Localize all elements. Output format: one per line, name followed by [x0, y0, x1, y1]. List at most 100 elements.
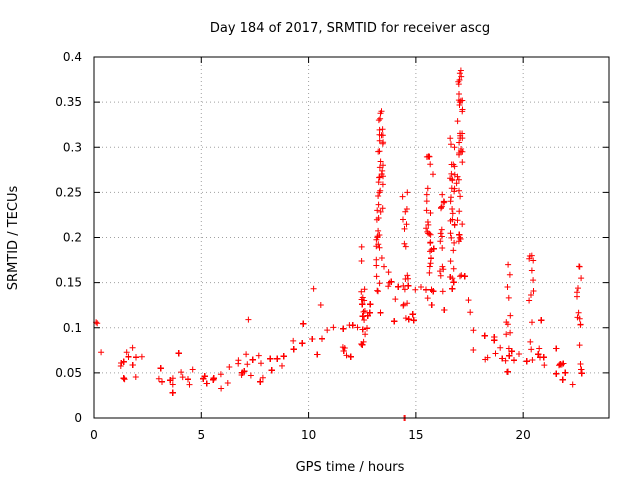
- data-point: [465, 297, 472, 304]
- y-tick-label: 0: [74, 411, 82, 425]
- data-point: [418, 284, 424, 290]
- data-point: [121, 376, 128, 383]
- data-point: [373, 236, 380, 243]
- data-point: [317, 302, 324, 308]
- data-point: [400, 282, 407, 289]
- data-point: [505, 294, 512, 301]
- data-point: [129, 344, 136, 351]
- y-tick-label: 0.3: [63, 140, 82, 154]
- data-point: [456, 99, 463, 106]
- data-point: [343, 352, 350, 359]
- data-point: [404, 189, 411, 196]
- data-point: [457, 236, 464, 242]
- data-point: [426, 269, 433, 276]
- data-point: [340, 325, 347, 332]
- data-point: [375, 201, 382, 208]
- data-point: [257, 378, 264, 385]
- data-point: [440, 198, 447, 205]
- data-point: [456, 151, 462, 158]
- data-point: [457, 148, 464, 154]
- data-point: [427, 240, 434, 246]
- data-point: [448, 185, 455, 192]
- data-point: [541, 362, 548, 369]
- data-point: [529, 319, 535, 326]
- data-point: [459, 106, 466, 113]
- data-point: [185, 376, 191, 383]
- data-point: [459, 159, 466, 166]
- data-point: [379, 181, 386, 188]
- data-point: [358, 288, 365, 295]
- data-point: [268, 367, 275, 374]
- y-tick-label: 0.25: [55, 185, 82, 199]
- x-tick-label: 10: [301, 428, 316, 442]
- data-point: [437, 268, 443, 275]
- data-point: [376, 244, 383, 251]
- data-point: [399, 193, 406, 200]
- y-tick-label: 0.2: [63, 231, 82, 245]
- data-point: [359, 341, 366, 348]
- data-point: [367, 301, 374, 308]
- data-point: [538, 317, 545, 324]
- data-point: [364, 325, 370, 332]
- data-point: [361, 308, 368, 314]
- data-point: [449, 206, 456, 212]
- data-point: [456, 91, 462, 97]
- data-point: [451, 188, 458, 195]
- data-point: [523, 358, 530, 365]
- data-point: [537, 354, 543, 361]
- data-point: [575, 309, 582, 316]
- data-point: [562, 369, 569, 376]
- data-point: [448, 234, 455, 241]
- data-point: [189, 366, 196, 373]
- data-point: [375, 241, 382, 248]
- data-point: [378, 108, 385, 115]
- data-point: [226, 364, 233, 370]
- data-point: [455, 81, 462, 88]
- data-point: [378, 255, 385, 261]
- data-point: [186, 381, 193, 388]
- data-point: [201, 373, 208, 380]
- data-point: [340, 348, 347, 354]
- data-point: [309, 336, 316, 342]
- data-point: [536, 345, 543, 352]
- data-point: [427, 248, 433, 255]
- data-point: [267, 355, 274, 362]
- data-point: [404, 272, 411, 279]
- data-point: [458, 272, 465, 279]
- data-point: [454, 118, 461, 125]
- data-point: [456, 139, 463, 146]
- data-point: [402, 243, 409, 250]
- data-point: [528, 346, 535, 353]
- data-point: [439, 263, 446, 270]
- data-point: [505, 261, 512, 268]
- y-tick-label: 0.35: [55, 95, 82, 109]
- data-point: [484, 354, 491, 361]
- data-point: [249, 356, 256, 363]
- data-point: [557, 361, 564, 368]
- data-point: [456, 234, 463, 241]
- data-point: [274, 355, 281, 362]
- data-point: [438, 204, 444, 211]
- data-point: [437, 272, 444, 279]
- data-point: [179, 374, 186, 381]
- data-point: [511, 357, 517, 364]
- data-point: [132, 374, 139, 380]
- data-point: [405, 316, 412, 323]
- data-point: [447, 230, 454, 237]
- data-point: [449, 176, 456, 183]
- data-point: [553, 345, 560, 352]
- x-tick-label: 5: [197, 428, 205, 442]
- data-point: [423, 225, 430, 232]
- data-point: [364, 312, 371, 319]
- data-point: [377, 158, 384, 165]
- data-point: [428, 302, 435, 308]
- data-point: [290, 337, 297, 344]
- data-point: [395, 283, 402, 290]
- data-point: [506, 271, 513, 278]
- data-point: [402, 276, 409, 282]
- y-tick-label: 0.1: [63, 321, 82, 335]
- data-point: [504, 284, 511, 290]
- data-point: [578, 370, 585, 377]
- data-point: [577, 361, 584, 367]
- x-axis-label: GPS time / hours: [296, 460, 405, 475]
